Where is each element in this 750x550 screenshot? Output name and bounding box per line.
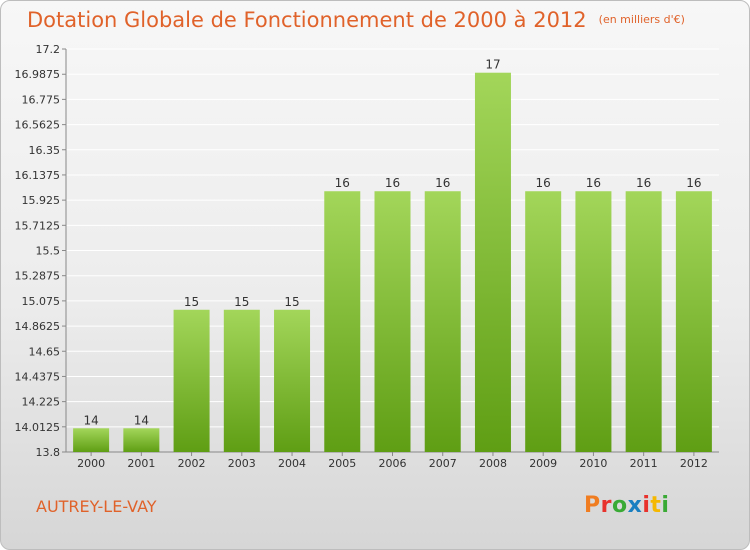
commune-name: AUTREY-LE-VAY (36, 497, 157, 516)
bar-2001 (123, 428, 160, 452)
y-tick-label: 16.5625 (15, 119, 61, 132)
x-tick-label-2006: 2006 (379, 457, 407, 470)
x-tick-label-2001: 2001 (127, 457, 155, 470)
value-label-2004: 15 (284, 295, 299, 309)
value-label-2011: 16 (636, 176, 651, 190)
x-tick-label-2012: 2012 (680, 457, 708, 470)
y-tick-label: 14.225 (22, 396, 61, 409)
bar-2008 (474, 72, 511, 453)
value-label-2008: 17 (485, 58, 500, 72)
x-tick-label-2009: 2009 (529, 457, 557, 470)
y-tick-label: 15.925 (22, 194, 61, 207)
logo-letter: r (600, 493, 612, 518)
logo-letter: o (611, 493, 628, 518)
logo-letter: i (661, 493, 670, 518)
x-tick-label-2005: 2005 (328, 457, 356, 470)
bar-2005 (324, 191, 361, 452)
value-label-2005: 16 (335, 176, 350, 190)
value-label-2000: 14 (83, 413, 98, 427)
bar-2004 (274, 309, 311, 452)
logo-letter: t (650, 493, 662, 518)
chart-unit: (en milliers d'€) (598, 13, 685, 26)
bar-2002 (173, 309, 210, 452)
bar-2006 (374, 191, 411, 452)
bars (73, 72, 712, 453)
value-label-2002: 15 (184, 295, 199, 309)
y-tick-label: 17.2 (36, 43, 61, 56)
value-label-2007: 16 (435, 176, 450, 190)
x-tick-label-2004: 2004 (278, 457, 306, 470)
y-tick-label: 14.0125 (15, 421, 61, 434)
y-tick-label: 15.075 (22, 295, 61, 308)
y-tick-label: 15.7125 (15, 219, 61, 232)
value-label-2012: 16 (686, 176, 701, 190)
y-tick-label: 15.2875 (15, 270, 61, 283)
x-tick-label-2002: 2002 (178, 457, 206, 470)
x-tick-label-2007: 2007 (429, 457, 457, 470)
x-tick-label-2000: 2000 (77, 457, 105, 470)
labels: 13.8 14.0125 14.225 14.4375 14.65 14.8625 15.0… (15, 43, 708, 470)
value-label-2010: 16 (586, 176, 601, 190)
y-tick-label: 16.775 (22, 93, 61, 106)
y-tick-label: 14.8625 (15, 320, 61, 333)
y-tick-label: 15.5 (36, 245, 61, 258)
logo-letter: P (584, 493, 601, 518)
logo-letter: x (627, 493, 643, 518)
value-label-2006: 16 (385, 176, 400, 190)
y-tick-label: 13.8 (36, 446, 61, 459)
chart-title-text: Dotation Globale de Fonctionnement de 20… (27, 8, 587, 32)
chart-title: Dotation Globale de Fonctionnement de 20… (27, 8, 685, 32)
bar-2000 (73, 428, 110, 452)
logo-letter: i (642, 493, 651, 518)
bar-2009 (525, 191, 562, 452)
x-tick-label-2010: 2010 (579, 457, 607, 470)
y-tick-label: 14.65 (29, 345, 61, 358)
value-label-2001: 14 (134, 413, 149, 427)
bar-2012 (675, 191, 712, 452)
value-label-2003: 15 (234, 295, 249, 309)
y-tick-label: 14.4375 (15, 370, 61, 383)
bar-2003 (223, 309, 260, 452)
proxiti-logo: Proxiti (584, 493, 669, 518)
value-label-2009: 16 (536, 176, 551, 190)
x-tick-label-2003: 2003 (228, 457, 256, 470)
y-tick-label: 16.9875 (15, 68, 61, 81)
bar-2011 (625, 191, 662, 452)
bar-2007 (424, 191, 461, 452)
x-tick-label-2008: 2008 (479, 457, 507, 470)
y-tick-label: 16.35 (29, 144, 61, 157)
x-tick-label-2011: 2011 (630, 457, 658, 470)
bar-2010 (575, 191, 612, 452)
y-tick-label: 16.1375 (15, 169, 61, 182)
